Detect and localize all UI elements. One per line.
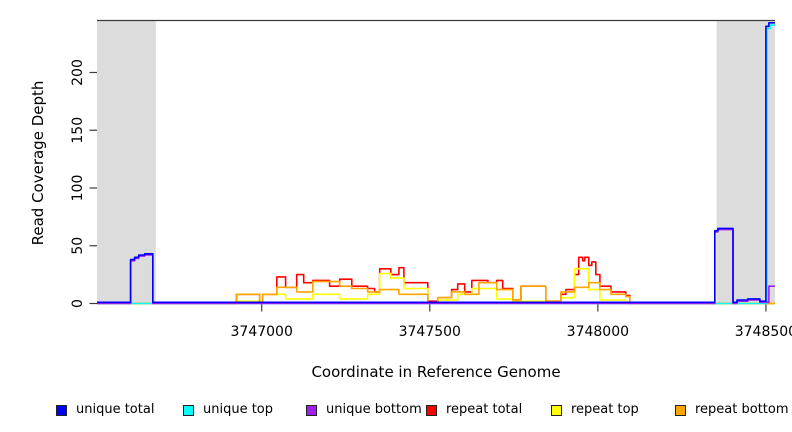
legend-label-unique-bottom: unique bottom (326, 402, 422, 417)
legend-item-repeat-total: repeat total (426, 401, 522, 419)
legend: unique total unique top unique bottom repea… (0, 401, 792, 421)
series-line-unique-bottom (97, 228, 775, 305)
series-line-unique-top (97, 24, 775, 305)
legend-item-unique-bottom: unique bottom (306, 401, 422, 419)
legend-item-repeat-top: repeat top (551, 401, 639, 419)
legend-label-repeat-bottom: repeat bottom (695, 402, 789, 417)
x-tick-label: 3748000 (567, 324, 629, 340)
x-tick-label: 3747000 (231, 324, 293, 340)
series-line-unique-total (97, 22, 775, 304)
x-tick-label: 3747500 (399, 324, 461, 340)
legend-label-unique-top: unique top (203, 402, 274, 417)
legend-swatch-repeat-total (426, 404, 437, 416)
legend-item-repeat-bottom: repeat bottom (675, 401, 789, 419)
legend-label-repeat-total: repeat total (446, 402, 523, 417)
legend-label-repeat-top: repeat top (571, 402, 639, 417)
y-axis-title: Read Coverage Depth (29, 80, 47, 246)
series-line-repeat-total (97, 256, 775, 305)
legend-swatch-repeat-top (551, 404, 562, 416)
y-tick-label: 100 (70, 175, 86, 202)
y-tick-label: 200 (70, 59, 86, 86)
legend-label-unique-total: unique total (76, 402, 155, 417)
legend-swatch-unique-total (56, 404, 67, 416)
y-tick-label: 0 (70, 299, 86, 308)
y-tick-label: 50 (70, 237, 86, 255)
legend-swatch-unique-top (183, 404, 194, 416)
series-line-repeat-top (97, 268, 775, 305)
legend-item-unique-total: unique total (56, 401, 154, 419)
legend-swatch-repeat-bottom (675, 404, 686, 416)
series-line-repeat-bottom (97, 280, 775, 305)
masked-left-band (97, 21, 156, 304)
legend-item-unique-top: unique top (183, 401, 273, 419)
legend-swatch-unique-bottom (306, 404, 317, 416)
x-axis-title: Coordinate in Reference Genome (311, 363, 561, 381)
y-tick-label: 150 (70, 117, 86, 144)
x-tick-label: 3748500 (735, 324, 792, 340)
